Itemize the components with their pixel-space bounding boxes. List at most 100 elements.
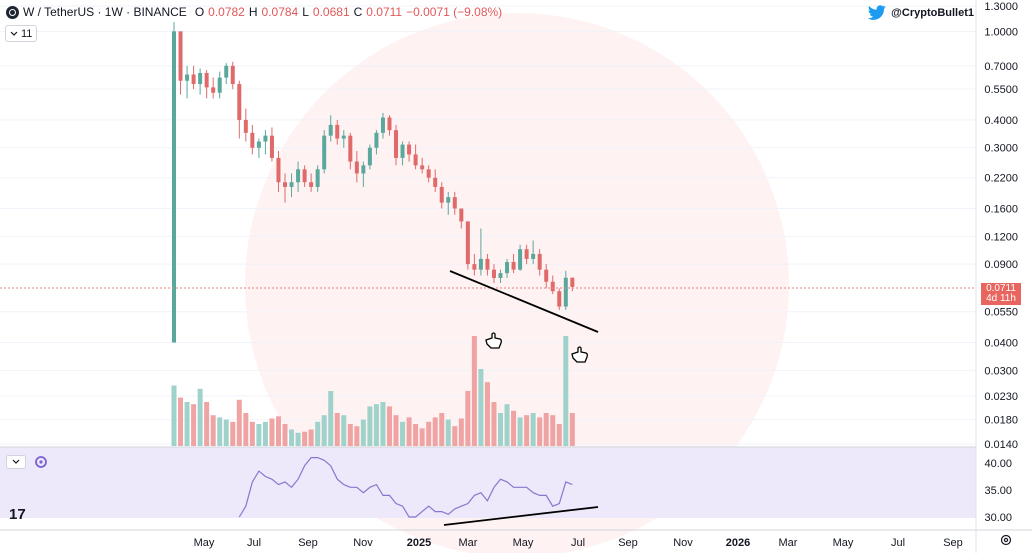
volume-bar — [171, 385, 177, 446]
candle-body — [537, 253, 542, 270]
bar-countdown: 4d 11h — [986, 293, 1016, 304]
volume-bar — [511, 410, 517, 446]
volume-bar — [249, 421, 255, 446]
price-axis[interactable]: 1.3000 1.0000 0.7000 0.5500 0.4000 0.3000 0.22… — [984, 1, 1018, 451]
volume-bar — [563, 336, 569, 446]
price-trendline[interactable] — [449, 270, 599, 333]
indicators-toggle[interactable]: 11 — [5, 25, 38, 42]
candle-body — [563, 277, 568, 307]
candle-body — [367, 147, 372, 166]
time-tick-label: Jul — [571, 537, 585, 549]
rsi-trendline[interactable] — [443, 506, 599, 526]
volume-bar — [256, 424, 262, 446]
price-tick-label: 0.0230 — [984, 391, 1018, 403]
candle-body — [426, 169, 431, 178]
rsi-axis[interactable]: 40.00 35.00 30.00 — [984, 458, 1012, 524]
volume-bar — [491, 402, 497, 446]
candle-body — [465, 221, 470, 265]
candle-body — [185, 74, 190, 81]
candle-body — [211, 87, 216, 93]
rsi-collapse-button[interactable] — [6, 455, 26, 474]
volume-bar — [426, 421, 432, 446]
time-tick-label: Nov — [353, 537, 373, 549]
gear-icon[interactable] — [1000, 534, 1012, 546]
candle-body — [224, 65, 229, 78]
candle-body — [322, 135, 327, 170]
candle-body — [250, 132, 255, 148]
volume-bar — [406, 417, 412, 446]
close-value: 0.0711 — [366, 5, 403, 19]
volume-bar — [484, 382, 490, 446]
volume-bar — [530, 413, 536, 446]
candle-body — [446, 197, 451, 203]
volume-bar — [380, 402, 386, 446]
rsi-sync-button[interactable] — [34, 455, 48, 474]
candle-body — [413, 154, 418, 166]
twitter-credit: @CryptoBullet1 — [867, 5, 974, 21]
volume-bar — [282, 424, 288, 446]
volume-bar — [524, 415, 530, 446]
time-axis[interactable]: May Jul Sep Nov 2025 Mar May Jul Sep Nov 2026 Mar Ma… — [194, 537, 963, 549]
candle-body — [439, 186, 444, 203]
twitter-handle: @CryptoBullet1 — [891, 7, 974, 19]
volume-bar — [341, 415, 347, 446]
volume-bar — [386, 406, 392, 446]
price-tick-label: 1.0000 — [984, 26, 1018, 38]
candle-body — [230, 65, 235, 85]
candle-body — [557, 291, 562, 307]
candle-body — [256, 141, 261, 148]
candle-body — [283, 182, 288, 187]
candle-body — [178, 31, 183, 81]
candle-body — [374, 132, 379, 148]
volume-bar — [315, 421, 321, 446]
change-value: −0.0071 (−9.08%) — [406, 5, 503, 19]
candle-body — [309, 182, 314, 187]
volume-bar — [517, 417, 523, 446]
candle-body — [478, 258, 483, 270]
candle-body — [544, 269, 549, 282]
symbol-title[interactable]: W / TetherUS · 1W · BINANCE — [23, 5, 187, 19]
time-tick-label: Sep — [298, 537, 318, 549]
volume-bar — [243, 413, 249, 446]
volume-bar — [308, 429, 314, 446]
volume-bar — [328, 391, 334, 446]
candle-body — [237, 84, 242, 120]
chevron-down-icon — [6, 455, 26, 469]
volume-bar — [230, 421, 236, 446]
candle-body — [491, 269, 496, 278]
candle-body — [348, 135, 353, 162]
chevron-down-icon — [10, 31, 18, 36]
candle-body — [341, 135, 346, 139]
time-tick-label: Sep — [618, 537, 638, 549]
candles — [172, 22, 575, 343]
volume-bar — [537, 417, 543, 446]
time-tick-label: May — [194, 537, 215, 549]
candle-body — [380, 117, 385, 133]
candle-body — [485, 258, 490, 270]
price-tick-label: 1.3000 — [984, 1, 1018, 13]
price-tick-label: 0.3000 — [984, 143, 1018, 155]
volume-bar — [204, 402, 210, 446]
volume-bar — [393, 415, 399, 446]
volume-bar — [550, 415, 556, 446]
volume-bar — [556, 424, 562, 446]
volume-bar — [197, 388, 203, 446]
candle-body — [172, 31, 176, 343]
volume-bar — [223, 419, 229, 446]
volume-bar — [569, 413, 575, 446]
volume-bar — [452, 426, 458, 446]
indicators-count: 11 — [21, 27, 33, 40]
candle-body — [459, 208, 464, 222]
price-tick-label: 0.0140 — [984, 439, 1018, 451]
open-label: O — [194, 5, 205, 19]
volume-bar — [439, 413, 445, 446]
candle-body — [276, 157, 281, 183]
high-value: 0.0784 — [261, 5, 299, 19]
high-label: H — [248, 5, 258, 19]
candle-body — [289, 182, 294, 187]
open-value: 0.0782 — [208, 5, 245, 19]
candle-body — [531, 253, 536, 259]
candle-body — [296, 169, 301, 183]
volume-bar — [504, 404, 510, 446]
candle-body — [302, 169, 307, 183]
